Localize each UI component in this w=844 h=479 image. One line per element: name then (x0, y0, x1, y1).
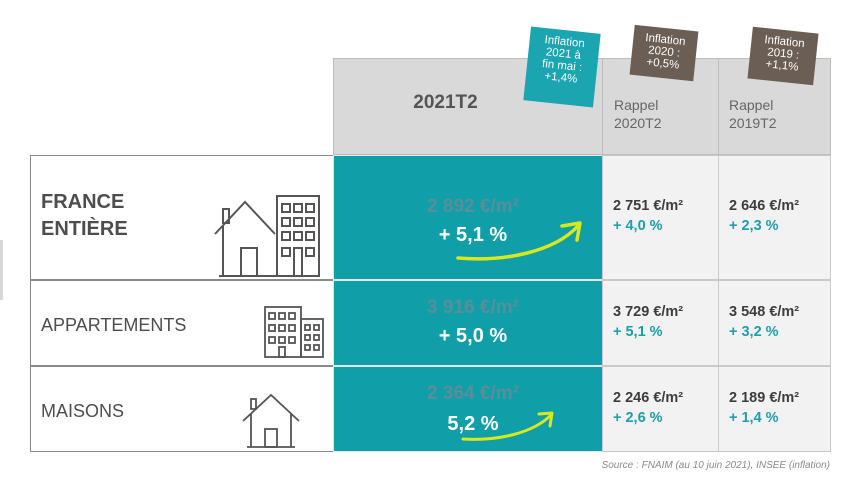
france-change-2021: + 5,1 % (438, 224, 508, 246)
left-edge-mark (0, 240, 3, 300)
house-icon (242, 393, 300, 448)
france-2019-cell: 2 646 €/m² + 2,3 % (718, 155, 831, 280)
header-2019-period: 2019T2 (729, 115, 777, 131)
appartements-2021-cell: 3 916 €/m² + 5,0 % (333, 280, 603, 366)
france-price-2021: 2 892 €/m² (427, 196, 519, 217)
inflation-2019-note: Inflation 2019 : +1,1% (747, 26, 819, 86)
upward-arrow-icon (456, 221, 582, 261)
apartment-building-icon (264, 306, 324, 358)
appartements-price-2019: 3 548 €/m² (729, 304, 800, 320)
france-2021-cell: 2 892 €/m² + 5,1 % (333, 155, 603, 280)
maisons-2021-cell: 2 364 €/m² 5,2 % (333, 366, 603, 452)
maisons-change-2021: 5,2 % (447, 413, 499, 435)
france-2020-cell: 2 751 €/m² + 4,0 % (602, 155, 719, 280)
row-label-maisons: MAISONS (41, 401, 125, 421)
appartements-change-2019: + 3,2 % (729, 324, 779, 340)
header-cell-2020t2: Rappel 2020T2 (602, 58, 719, 155)
house-and-building-icon (214, 195, 320, 277)
row-label-cell-france: FRANCE ENTIÈRE (30, 155, 334, 280)
france-price-2019: 2 646 €/m² (729, 198, 800, 214)
appartements-2019-cell: 3 548 €/m² + 3,2 % (718, 280, 831, 366)
maisons-2020-cell: 2 246 €/m² + 2,6 % (602, 366, 719, 452)
header-2020-rappel: Rappel (614, 97, 659, 113)
row-label-appartements: APPARTEMENTS (41, 315, 187, 335)
france-change-2019: + 2,3 % (729, 218, 779, 234)
appartements-change-2020: + 5,1 % (613, 324, 663, 340)
inflation-2020-note: Inflation 2020 : +0,5% (629, 24, 699, 82)
header-2019-rappel: Rappel (729, 97, 774, 113)
france-price-2020: 2 751 €/m² (613, 198, 684, 214)
maisons-change-2020: + 2,6 % (613, 410, 663, 426)
header-2020-period: 2020T2 (614, 115, 662, 131)
row-label-france: FRANCE ENTIÈRE (41, 189, 128, 243)
row-label-cell-maisons: MAISONS (30, 366, 334, 452)
inflation-2021-note: Inflation 2021 à fin mai : +1,4% (523, 26, 601, 108)
label-line: FRANCE (41, 191, 125, 213)
appartements-price-2021: 3 916 €/m² (427, 297, 519, 318)
appartements-2020-cell: 3 729 €/m² + 5,1 % (602, 280, 719, 366)
header-2021t2-label: 2021T2 (413, 92, 478, 113)
row-label-cell-appartements: APPARTEMENTS (30, 280, 334, 366)
source-caption: Source : FNAIM (au 10 juin 2021), INSEE … (601, 460, 830, 471)
maisons-2019-cell: 2 189 €/m² + 1,4 % (718, 366, 831, 452)
maisons-price-2021: 2 364 €/m² (427, 383, 519, 404)
maisons-change-2019: + 1,4 % (729, 410, 779, 426)
appartements-change-2021: + 5,0 % (438, 325, 508, 347)
appartements-price-2020: 3 729 €/m² (613, 304, 684, 320)
maisons-price-2019: 2 189 €/m² (729, 390, 800, 406)
maisons-price-2020: 2 246 €/m² (613, 390, 684, 406)
upward-arrow-icon (461, 411, 554, 441)
france-change-2020: + 4,0 % (613, 218, 663, 234)
label-line: ENTIÈRE (41, 218, 128, 240)
